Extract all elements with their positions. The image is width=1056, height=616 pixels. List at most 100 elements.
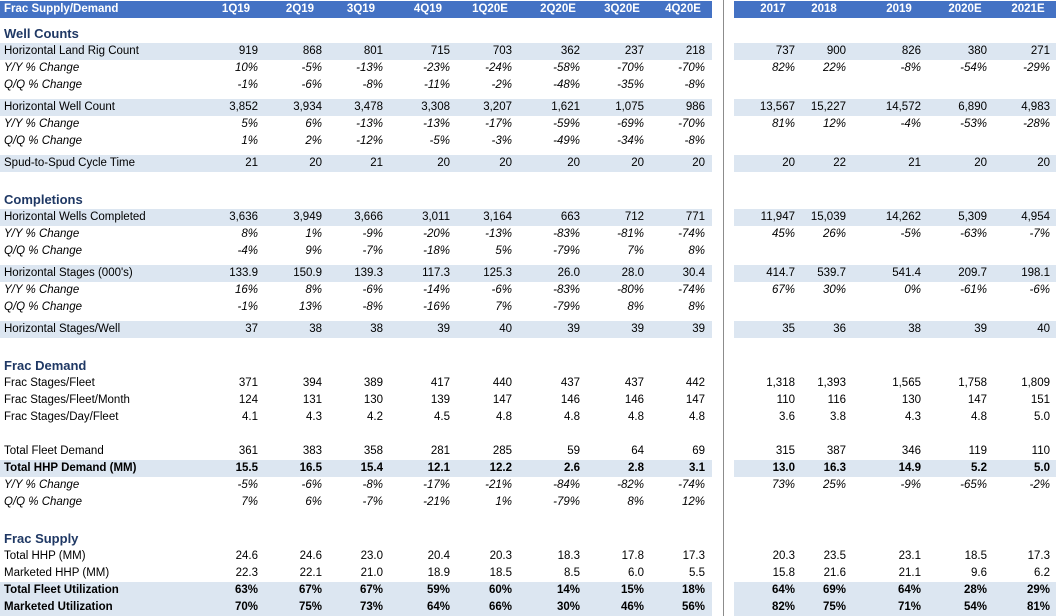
table-cell: 130 (901, 394, 921, 406)
table-cell: 56% (681, 601, 705, 613)
table-cell: 75% (298, 601, 322, 613)
table-cell: 919 (238, 45, 258, 57)
table-cell: -11% (424, 79, 450, 91)
table-cell: -17% (485, 118, 512, 130)
table-cell: 63% (234, 584, 258, 596)
table-cell: 20 (499, 157, 512, 169)
table-cell: -6% (301, 479, 322, 491)
col-header: 2017 (760, 3, 786, 15)
table-cell: 0% (904, 284, 921, 296)
table-cell: 4,983 (1021, 101, 1050, 113)
table-cell: 23.5 (823, 550, 846, 562)
table-cell (751, 494, 795, 511)
table-cell: -8% (684, 79, 705, 91)
table-row: Total HHP (MM) 24.6 24.6 23.0 20.4 20.3 18.3 17… (0, 548, 1056, 565)
table-cell: 209.7 (958, 267, 987, 279)
table-cell: 146 (560, 394, 580, 406)
table-cell: 36 (833, 323, 846, 335)
table-cell: -5% (237, 479, 258, 491)
table-row: Horizontal Stages/Well 37 38 38 39 40 39 39 39 35… (0, 321, 1056, 338)
table-cell: 23.1 (898, 550, 921, 562)
table-cell (751, 299, 795, 316)
table-cell: 5,309 (958, 211, 987, 223)
table-cell: 703 (492, 45, 512, 57)
row-label: Y/Y % Change (4, 479, 80, 491)
table-cell: 18.5 (964, 550, 987, 562)
table-cell: -4% (900, 118, 921, 130)
table-cell: -79% (553, 301, 580, 313)
table-cell: 8% (627, 496, 644, 508)
row-label: Q/Q % Change (4, 79, 82, 91)
table-row: Spud-to-Spud Cycle Time 21 20 21 20 20 20 20 20 2… (0, 155, 1056, 172)
table-cell: 17.3 (682, 550, 705, 562)
table-cell: 8% (688, 245, 705, 257)
row-label: Q/Q % Change (4, 301, 82, 313)
table-row: Horizontal Well Count 3,852 3,934 3,478 3,30… (0, 99, 1056, 116)
table-cell: 20.3 (489, 550, 512, 562)
table-row: Frac Stages/Fleet/Month 124 131 130 139 147 14… (0, 392, 1056, 409)
table-row: Y/Y % Change 8% 1% -9% -20% -13% -83% -81% -74% 4… (0, 226, 1056, 243)
table-cell: 82% (771, 601, 795, 613)
table-cell: 15.8 (772, 567, 795, 579)
table-cell: 67% (359, 584, 383, 596)
table-cell: -59% (553, 118, 580, 130)
table-cell: -9% (900, 479, 921, 491)
table-cell: 38 (908, 323, 921, 335)
table-cell: 9.6 (971, 567, 987, 579)
table-cell: 1,075 (615, 101, 644, 113)
table-cell: 20.4 (427, 550, 450, 562)
table-cell: 15% (620, 584, 644, 596)
table-cell: 5% (241, 118, 258, 130)
table-cell (802, 243, 846, 260)
table-cell: 14.9 (898, 462, 921, 474)
table-cell: 30% (822, 284, 846, 296)
col-header: 2Q19 (285, 3, 315, 15)
table-cell: 131 (302, 394, 322, 406)
table-cell: 16.3 (823, 462, 846, 474)
table-cell: 715 (430, 45, 450, 57)
table-cell: 139 (430, 394, 450, 406)
table-cell: -69% (617, 118, 644, 130)
table-cell: 21.1 (898, 567, 921, 579)
table-cell: 12.1 (427, 462, 450, 474)
table-cell: 8% (305, 284, 322, 296)
table-cell: 10% (234, 62, 258, 74)
table-cell (802, 494, 846, 511)
table-row: Y/Y % Change 5% 6% -13% -13% -17% -59% -69% -70%… (0, 116, 1056, 133)
table-cell: 147 (685, 394, 705, 406)
table-cell: 440 (492, 377, 512, 389)
table-cell (943, 243, 987, 260)
table-cell: -17% (423, 479, 450, 491)
row-label: Y/Y % Change (4, 62, 80, 74)
table-cell: 59% (426, 584, 450, 596)
table-cell: 4.3 (905, 411, 921, 423)
table-cell: 3,852 (229, 101, 258, 113)
table-cell: 30.4 (682, 267, 705, 279)
header-row: Frac Supply/Demand 1Q19 2Q19 3Q19 4Q19 1… (0, 1, 1056, 18)
table-cell: 4.8 (496, 411, 512, 423)
table-cell: 285 (492, 445, 512, 457)
table-cell: 437 (560, 377, 580, 389)
table-cell: 39 (974, 323, 987, 335)
table-cell: 358 (363, 445, 383, 457)
table-cell: 26% (822, 228, 846, 240)
table-cell: 70% (234, 601, 258, 613)
table-cell: 6,890 (958, 101, 987, 113)
row-label: Horizontal Stages (000's) (4, 267, 133, 279)
table-cell: -4% (237, 245, 258, 257)
table-cell (877, 77, 921, 94)
table-cell: 64 (631, 445, 644, 457)
table-cell: 6.0 (628, 567, 644, 579)
table-cell: 6% (305, 496, 322, 508)
row-label: Frac Stages/Fleet/Month (4, 394, 130, 406)
table-cell (943, 133, 987, 150)
table-cell: 15.5 (235, 462, 258, 474)
table-cell: 383 (302, 445, 322, 457)
table-row: Q/Q % Change 7% 6% -7% -21% 1% -79% 8% 12% (0, 494, 1056, 511)
table-cell: -34% (617, 135, 644, 147)
table-cell: 20 (1037, 157, 1050, 169)
table-cell: 5% (495, 245, 512, 257)
table-cell: -6% (1029, 284, 1050, 296)
table-cell: 14,262 (885, 211, 921, 223)
table-cell: 37 (245, 323, 258, 335)
